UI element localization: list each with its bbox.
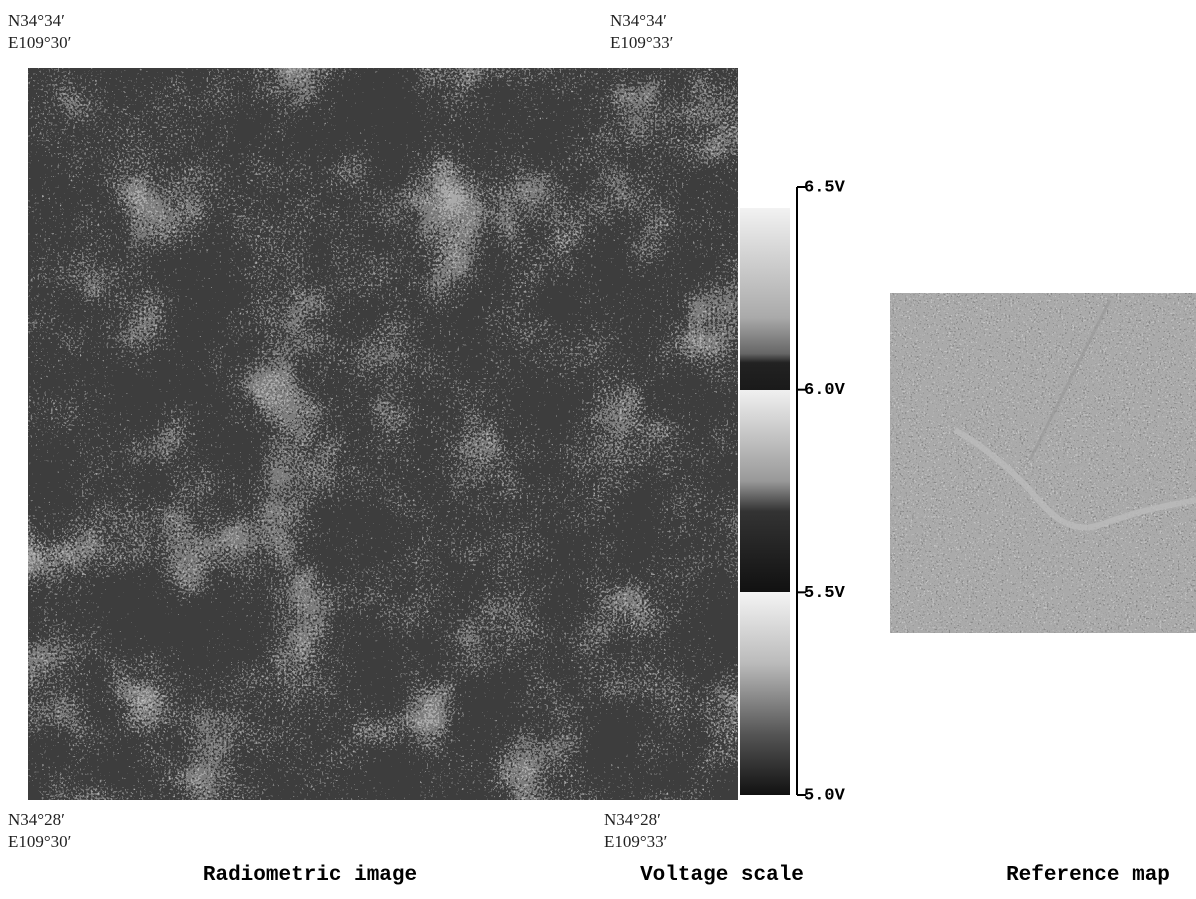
tick-label: 6.5V	[804, 178, 846, 197]
reference-map	[890, 293, 1196, 633]
road	[1028, 299, 1112, 461]
corner-label: N34°28′	[8, 810, 65, 829]
tick-label: 5.0V	[804, 786, 846, 805]
corner-label: E109°30′	[8, 832, 71, 851]
corner-label: N34°34′	[610, 11, 667, 30]
corner-label: N34°28′	[604, 810, 661, 829]
corner-label: N34°34′	[8, 11, 65, 30]
tick-label: 6.0V	[804, 381, 846, 400]
corner-label: E109°33′	[604, 832, 667, 851]
caption: Radiometric image	[203, 864, 417, 887]
river	[953, 427, 1196, 531]
color-bar	[740, 208, 790, 795]
color-bar-segment	[740, 390, 790, 592]
caption: Voltage scale	[640, 864, 804, 887]
color-bar-segment	[740, 592, 790, 795]
corner-label: E109°30′	[8, 33, 71, 52]
color-bar-segment	[740, 208, 790, 390]
radiometric-image	[28, 68, 738, 800]
caption: Reference map	[1006, 864, 1170, 887]
tick-label: 5.5V	[804, 584, 846, 603]
corner-label: E109°33′	[610, 33, 673, 52]
road	[1019, 547, 1196, 553]
scale-ticks: 6.5V 6.0V 5.5V 5.0V	[797, 178, 846, 805]
